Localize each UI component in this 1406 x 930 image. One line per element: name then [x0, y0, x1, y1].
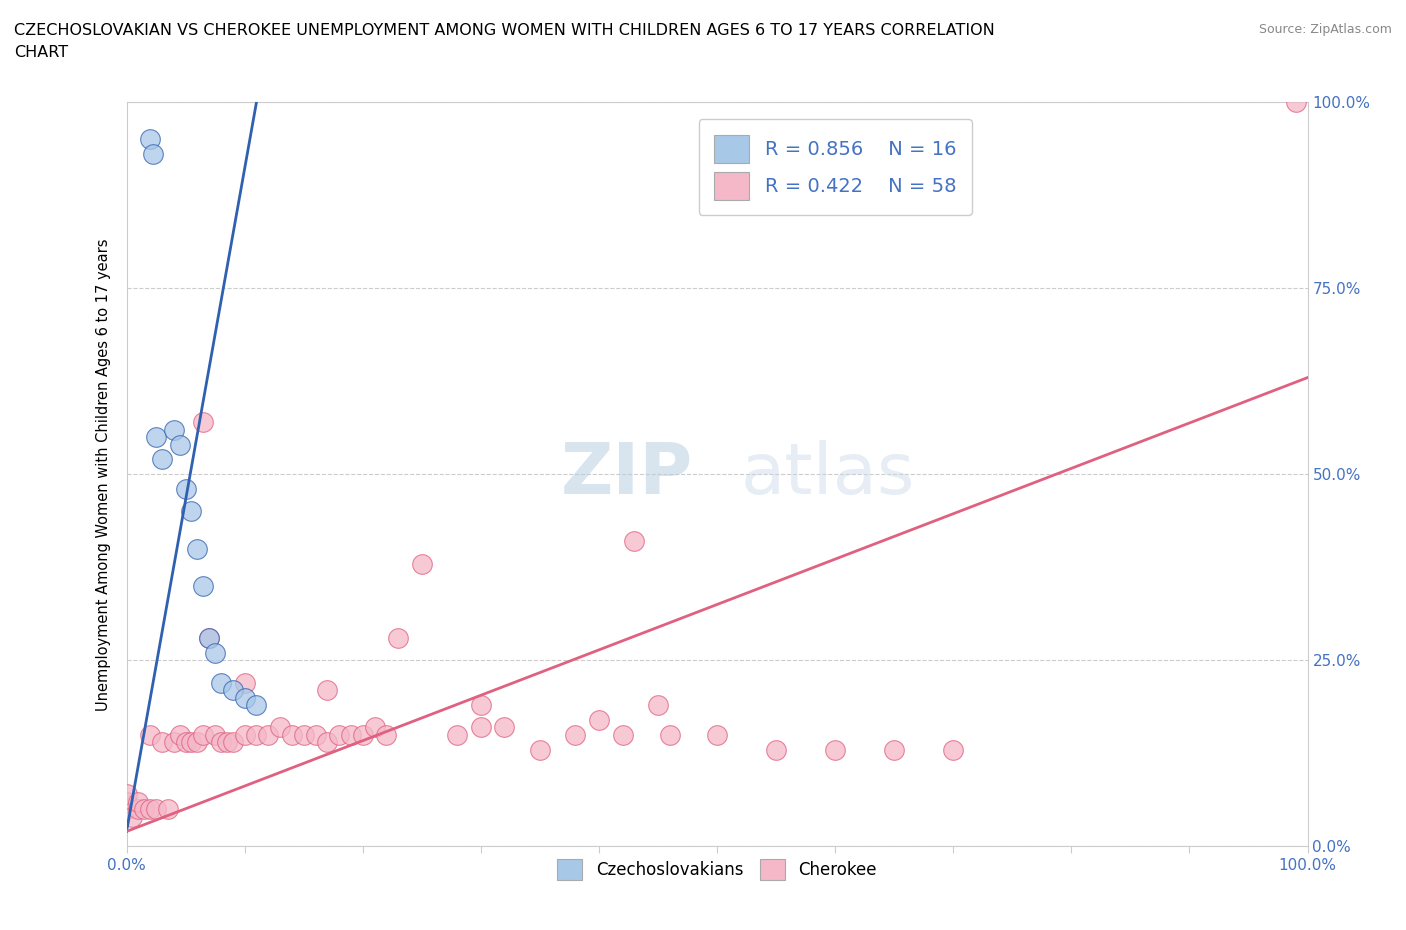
Point — [174, 735, 197, 750]
Text: ZIP: ZIP — [561, 440, 693, 509]
Point — [316, 735, 339, 750]
Text: CHART: CHART — [14, 45, 67, 60]
Point — [328, 727, 350, 742]
Point — [204, 727, 226, 742]
Point — [127, 802, 149, 817]
Point — [470, 720, 492, 735]
Point — [233, 675, 256, 690]
Point — [209, 675, 232, 690]
Point — [163, 422, 186, 437]
Point — [180, 735, 202, 750]
Point — [233, 690, 256, 705]
Point — [363, 720, 385, 735]
Point — [387, 631, 409, 645]
Point — [658, 727, 681, 742]
Point — [494, 720, 516, 735]
Point — [115, 787, 138, 802]
Point — [411, 556, 433, 571]
Point — [163, 735, 186, 750]
Point — [141, 147, 163, 162]
Point — [340, 727, 363, 742]
Point — [470, 698, 492, 712]
Point — [139, 802, 162, 817]
Point — [204, 645, 226, 660]
Point — [150, 452, 173, 467]
Point — [564, 727, 586, 742]
Point — [150, 735, 173, 750]
Point — [169, 437, 191, 452]
Point — [942, 742, 965, 757]
Text: CZECHOSLOVAKIAN VS CHEROKEE UNEMPLOYMENT AMONG WOMEN WITH CHILDREN AGES 6 TO 17 : CZECHOSLOVAKIAN VS CHEROKEE UNEMPLOYMENT… — [14, 23, 995, 38]
Point — [115, 794, 138, 809]
Point — [623, 534, 645, 549]
Point — [245, 698, 267, 712]
Point — [215, 735, 238, 750]
Point — [186, 541, 208, 556]
Point — [446, 727, 468, 742]
Point — [233, 727, 256, 742]
Point — [134, 802, 156, 817]
Point — [222, 683, 245, 698]
Point — [647, 698, 669, 712]
Point — [765, 742, 787, 757]
Point — [193, 727, 215, 742]
Point — [186, 735, 208, 750]
Point — [257, 727, 280, 742]
Point — [529, 742, 551, 757]
Y-axis label: Unemployment Among Women with Children Ages 6 to 17 years: Unemployment Among Women with Children A… — [96, 238, 111, 711]
Point — [139, 132, 162, 147]
Point — [883, 742, 905, 757]
Point — [824, 742, 846, 757]
Point — [198, 631, 221, 645]
Legend: Czechoslovakians, Cherokee: Czechoslovakians, Cherokee — [551, 853, 883, 886]
Text: Source: ZipAtlas.com: Source: ZipAtlas.com — [1258, 23, 1392, 36]
Point — [198, 631, 221, 645]
Point — [375, 727, 398, 742]
Point — [174, 482, 197, 497]
Point — [588, 712, 610, 727]
Point — [352, 727, 374, 742]
Point — [304, 727, 326, 742]
Point — [121, 809, 143, 824]
Text: atlas: atlas — [741, 440, 915, 509]
Point — [169, 727, 191, 742]
Point — [222, 735, 245, 750]
Point — [292, 727, 315, 742]
Point — [281, 727, 304, 742]
Point — [127, 794, 149, 809]
Point — [145, 430, 167, 445]
Point — [209, 735, 232, 750]
Point — [180, 504, 202, 519]
Point — [245, 727, 267, 742]
Point — [115, 802, 138, 817]
Point — [612, 727, 634, 742]
Point — [139, 727, 162, 742]
Point — [193, 415, 215, 430]
Point — [156, 802, 179, 817]
Point — [706, 727, 728, 742]
Point — [1285, 95, 1308, 110]
Point — [269, 720, 291, 735]
Point — [193, 578, 215, 593]
Point — [316, 683, 339, 698]
Point — [145, 802, 167, 817]
